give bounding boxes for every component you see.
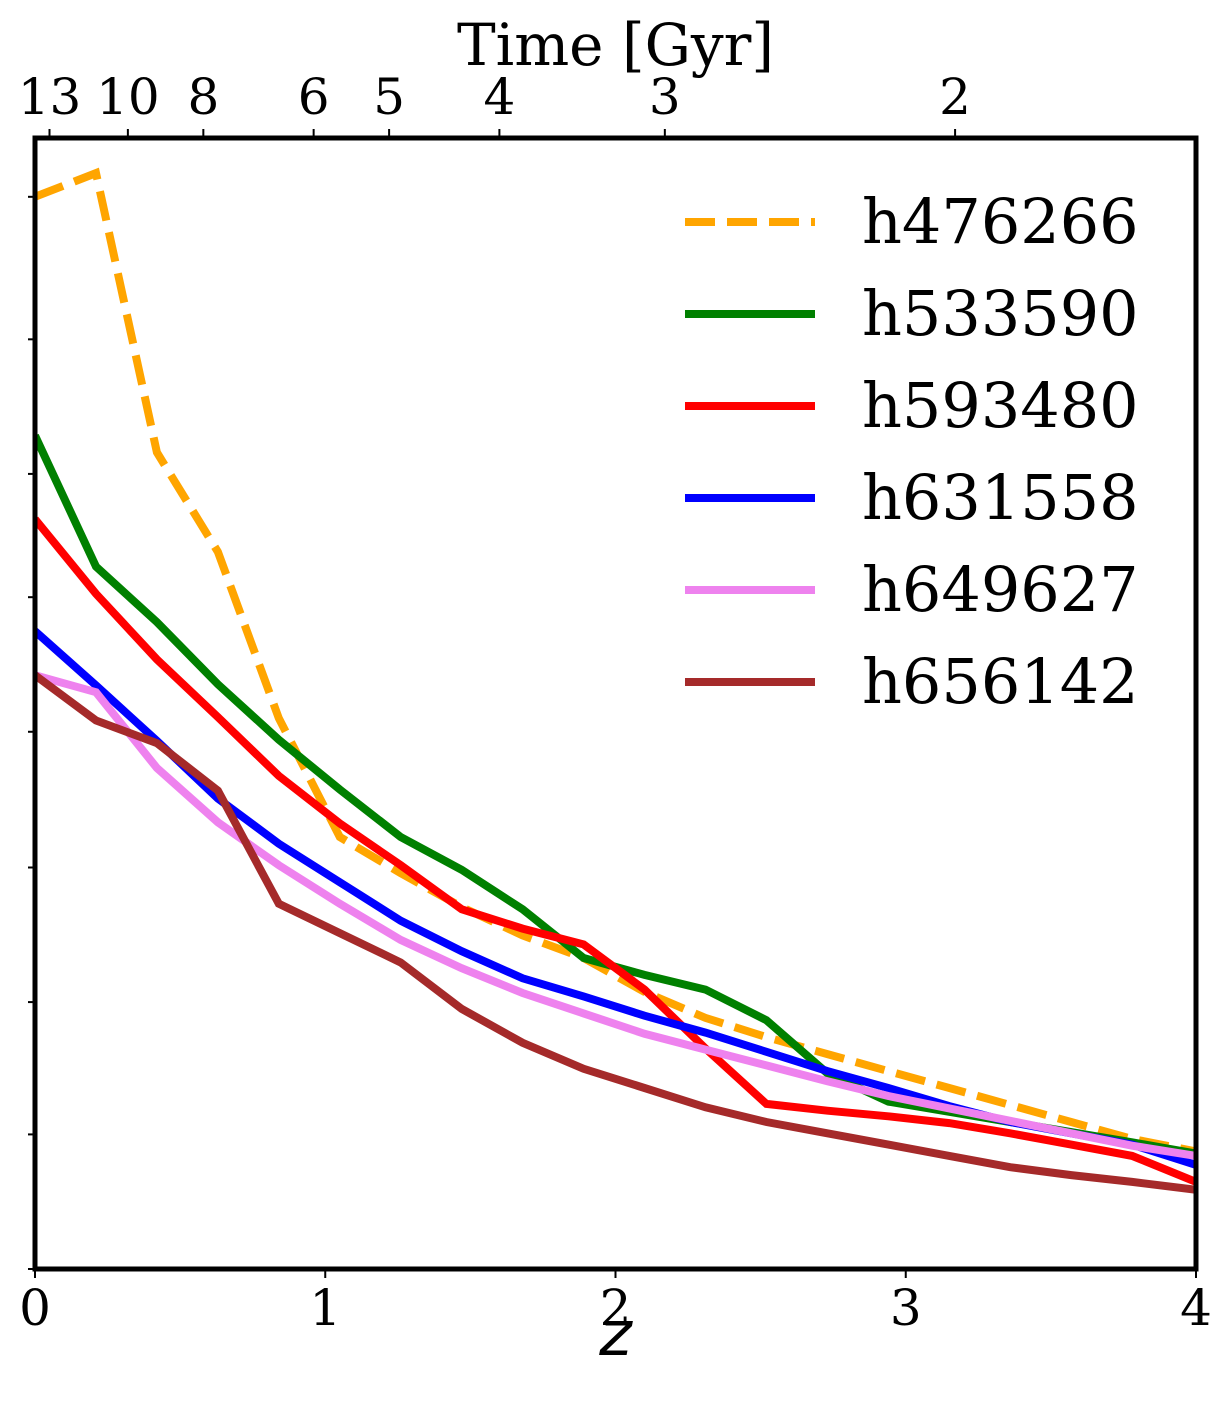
x-tick-label: 2 — [600, 1279, 632, 1337]
x-tick-label: 4 — [1180, 1279, 1212, 1337]
x-axis-label: z — [598, 1297, 633, 1370]
x-tick-label: 1 — [309, 1279, 341, 1337]
legend-label-h593480: h593480 — [862, 369, 1139, 442]
legend-label-h631558: h631558 — [862, 461, 1139, 534]
series-line-h656142 — [35, 671, 1196, 1194]
top-tick-label: 2 — [939, 68, 971, 126]
series-line-h593480 — [35, 516, 1196, 1186]
legend-label-h656142: h656142 — [862, 645, 1139, 718]
legend-label-h533590: h533590 — [862, 277, 1139, 350]
x-tick-label: 0 — [19, 1279, 51, 1337]
top-tick-label: 5 — [373, 68, 405, 126]
top-tick-label: 4 — [483, 68, 515, 126]
axis-ticks: 0 1 2 3 4 13 10 8 6 5 4 3 2 — [18, 68, 1212, 1337]
top-tick-label: 8 — [187, 68, 219, 126]
series-line-h476266 — [35, 167, 1196, 1156]
plot-lines — [35, 167, 1196, 1194]
series-line-h649627 — [35, 671, 1196, 1160]
top-tick-label: 3 — [649, 68, 681, 126]
x-tick-label: 3 — [890, 1279, 922, 1337]
top-tick-label: 13 — [18, 68, 82, 126]
top-tick-label: 10 — [96, 68, 160, 126]
legend: h476266 h533590 h593480 h631558 h649627 h6561… — [685, 185, 1139, 718]
legend-label-h649627: h649627 — [862, 553, 1139, 626]
top-axis-label: Time [Gyr] — [457, 11, 774, 79]
legend-label-h476266: h476266 — [862, 185, 1139, 258]
top-tick-label: 6 — [298, 68, 330, 126]
